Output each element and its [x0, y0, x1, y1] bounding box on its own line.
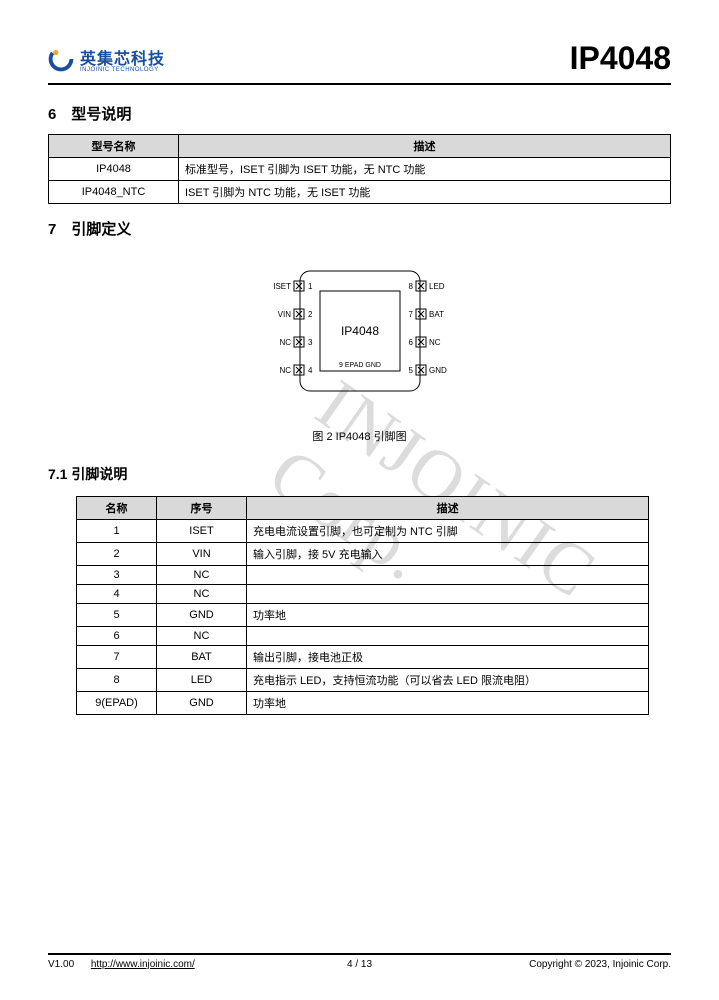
pin-num: 2	[308, 310, 313, 319]
table-row: 1ISET充电电流设置引脚，也可定制为 NTC 引脚	[77, 520, 649, 543]
cell	[247, 585, 649, 604]
table-header: 描述	[179, 135, 671, 158]
company-logo: 英集芯科技 INJOINIC TECHNOLOGY	[48, 45, 165, 73]
figure-caption: 图 2 IP4048 引脚图	[48, 428, 671, 444]
cell: 1	[77, 520, 157, 543]
table-header: 序号	[157, 497, 247, 520]
cell: 充电电流设置引脚，也可定制为 NTC 引脚	[247, 520, 649, 543]
cell	[247, 566, 649, 585]
pin-name: NC	[279, 366, 291, 375]
logo-icon	[48, 46, 74, 72]
cell: 2	[77, 543, 157, 566]
pin-diagram: IP4048 9 EPAD GND 1 ISET 2 VIN 3 NC 4 NC…	[48, 261, 671, 444]
cell: BAT	[157, 646, 247, 669]
footer-url[interactable]: http://www.injoinic.com/	[91, 959, 195, 970]
table-row: IP4048 标准型号，ISET 引脚为 ISET 功能，无 NTC 功能	[49, 158, 671, 181]
version-text: V1.00	[48, 959, 74, 970]
pin-num: 5	[408, 366, 413, 375]
cell: 9(EPAD)	[77, 692, 157, 715]
cell: 输出引脚，接电池正极	[247, 646, 649, 669]
pin-name: ISET	[273, 282, 291, 291]
cell: NC	[157, 627, 247, 646]
table-row: 7BAT输出引脚，接电池正极	[77, 646, 649, 669]
pin-name: NC	[429, 338, 441, 347]
copyright-text: Copyright © 2023, Injoinic Corp.	[529, 959, 671, 970]
page-number: 4 / 13	[347, 959, 372, 970]
table-row: 6NC	[77, 627, 649, 646]
table-header: 名称	[77, 497, 157, 520]
pin-num: 3	[308, 338, 313, 347]
cell: 4	[77, 585, 157, 604]
section-7-title: 7 引脚定义	[48, 218, 671, 239]
cell: IP4048_NTC	[49, 181, 179, 204]
cell: 7	[77, 646, 157, 669]
chip-label: IP4048	[340, 324, 378, 338]
cell	[247, 627, 649, 646]
cell: GND	[157, 604, 247, 627]
cell: VIN	[157, 543, 247, 566]
pin-num: 7	[408, 310, 413, 319]
pin-name: BAT	[429, 310, 444, 319]
cell: 3	[77, 566, 157, 585]
cell: LED	[157, 669, 247, 692]
pin-table: 名称 序号 描述 1ISET充电电流设置引脚，也可定制为 NTC 引脚2VIN输…	[76, 496, 649, 715]
pin-name: LED	[429, 282, 445, 291]
pin-name: GND	[429, 366, 447, 375]
cell: GND	[157, 692, 247, 715]
part-number-title: IP4048	[570, 40, 671, 77]
table-row: 5GND功率地	[77, 604, 649, 627]
pin-num: 4	[308, 366, 313, 375]
pin-num: 8	[408, 282, 413, 291]
cell: IP4048	[49, 158, 179, 181]
cell: 功率地	[247, 604, 649, 627]
table-row: 2VIN输入引脚，接 5V 充电输入	[77, 543, 649, 566]
logo-text-cn: 英集芯科技	[80, 45, 165, 69]
footer-left: V1.00 http://www.injoinic.com/	[48, 959, 195, 970]
table-header: 型号名称	[49, 135, 179, 158]
table-row: 4NC	[77, 585, 649, 604]
pin-name: VIN	[277, 310, 291, 319]
page-footer: V1.00 http://www.injoinic.com/ 4 / 13 Co…	[48, 953, 671, 970]
cell: 标准型号，ISET 引脚为 ISET 功能，无 NTC 功能	[179, 158, 671, 181]
pin-name: NC	[279, 338, 291, 347]
table-row: 3NC	[77, 566, 649, 585]
cell: 充电指示 LED，支持恒流功能（可以省去 LED 限流电阻）	[247, 669, 649, 692]
cell: 6	[77, 627, 157, 646]
cell: 输入引脚，接 5V 充电输入	[247, 543, 649, 566]
table-row: 8LED充电指示 LED，支持恒流功能（可以省去 LED 限流电阻）	[77, 669, 649, 692]
pin-num: 1	[308, 282, 313, 291]
model-table: 型号名称 描述 IP4048 标准型号，ISET 引脚为 ISET 功能，无 N…	[48, 134, 671, 204]
section-6-title: 6 型号说明	[48, 103, 671, 124]
epad-label: 9 EPAD GND	[339, 362, 381, 369]
table-row: 9(EPAD)GND功率地	[77, 692, 649, 715]
table-header: 描述	[247, 497, 649, 520]
logo-text-en: INJOINIC TECHNOLOGY	[80, 67, 165, 73]
cell: 功率地	[247, 692, 649, 715]
page-header: 英集芯科技 INJOINIC TECHNOLOGY IP4048	[48, 40, 671, 85]
cell: NC	[157, 585, 247, 604]
cell: 5	[77, 604, 157, 627]
cell: 8	[77, 669, 157, 692]
section-7-1-title: 7.1 引脚说明	[48, 464, 671, 484]
cell: NC	[157, 566, 247, 585]
table-row: IP4048_NTC ISET 引脚为 NTC 功能，无 ISET 功能	[49, 181, 671, 204]
pin-num: 6	[408, 338, 413, 347]
cell: ISET 引脚为 NTC 功能，无 ISET 功能	[179, 181, 671, 204]
cell: ISET	[157, 520, 247, 543]
